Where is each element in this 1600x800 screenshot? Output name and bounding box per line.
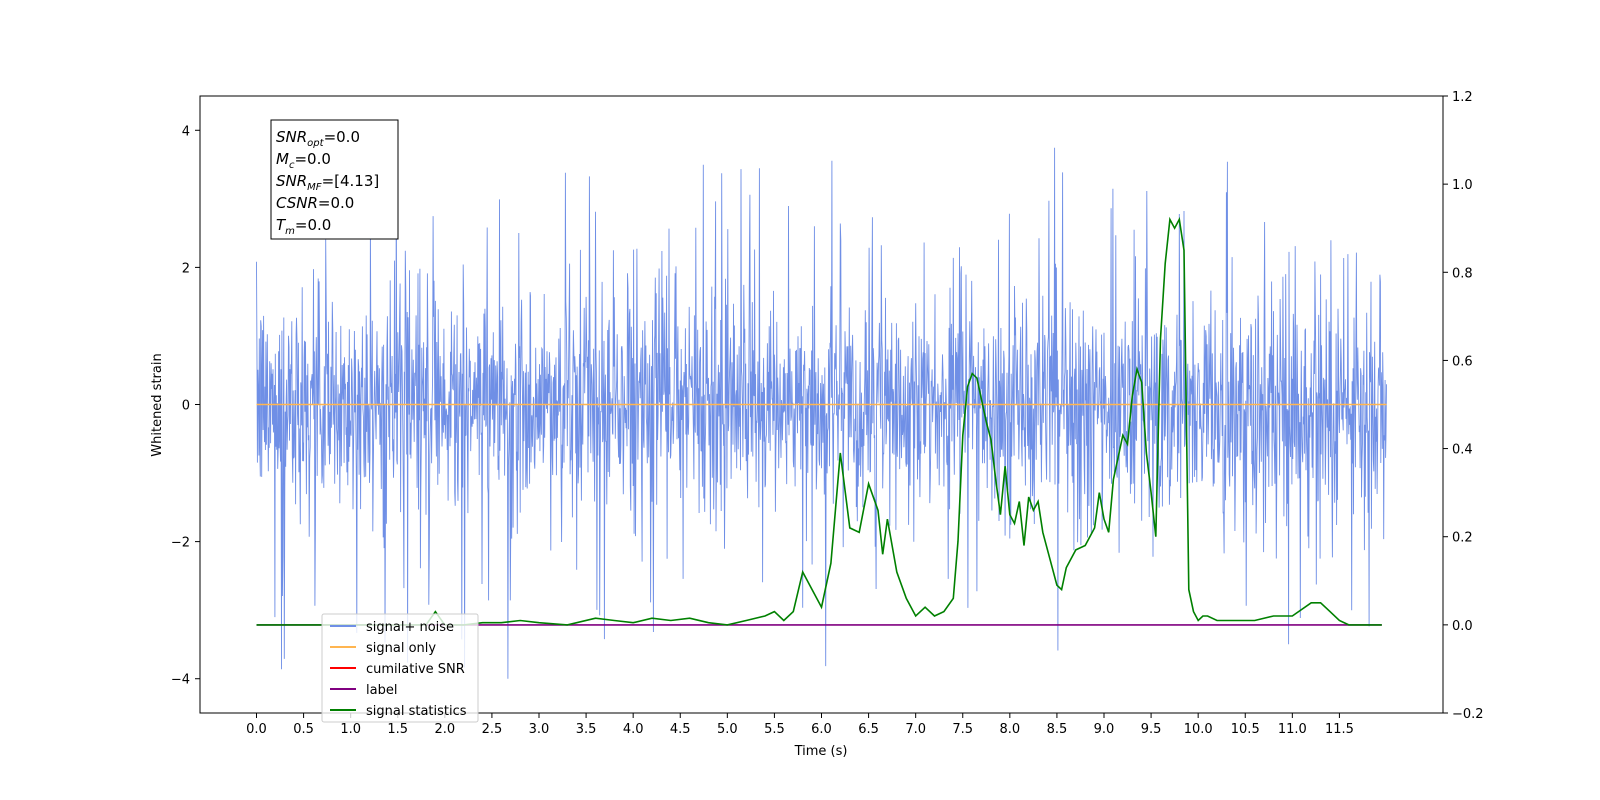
x-tick-label: 8.5 <box>1047 722 1068 737</box>
y-tick-label: 4 <box>182 124 190 139</box>
x-tick-label: 5.5 <box>764 722 785 737</box>
x-tick-label: 4.5 <box>670 722 691 737</box>
y2-tick-label: 0.8 <box>1452 266 1473 281</box>
x-tick-label: 8.0 <box>999 722 1020 737</box>
x-tick-label: 10.0 <box>1184 722 1213 737</box>
x-tick-label: 0.0 <box>246 722 267 737</box>
x-tick-label: 11.0 <box>1278 722 1307 737</box>
series-signal-statistics <box>256 216 1382 626</box>
y-axis-label: Whitened strain <box>150 353 165 456</box>
y2-tick-label: 1.0 <box>1452 178 1473 193</box>
x-axis: 0.0 0.5 1.0 1.5 2.0 2.5 3.0 3.5 4.0 4.5 5.0 5.5 6.0 6… <box>246 713 1354 737</box>
legend-item: signal+ noise <box>330 620 454 635</box>
x-tick-label: 4.0 <box>623 722 644 737</box>
legend-label: signal+ noise <box>366 620 454 635</box>
legend: signal+ noise signal only cumilative SNR la… <box>321 613 479 723</box>
stats-line: SNRopt=0.0 <box>276 128 360 149</box>
y-tick-label: 2 <box>182 261 190 276</box>
stats-box-frame <box>270 119 399 240</box>
legend-item: signal statistics <box>330 704 467 719</box>
legend-label: label <box>366 683 397 698</box>
stats-line: Mc=0.0 <box>276 150 331 171</box>
x-axis-label: Time (s) <box>794 744 848 759</box>
stats-symbol: SNR <box>276 128 307 146</box>
stats-line: CSNR=0.0 <box>276 194 354 212</box>
x-tick-label: 9.5 <box>1141 722 1162 737</box>
x-tick-label: 0.5 <box>293 722 314 737</box>
stats-line: Tm=0.0 <box>276 216 331 237</box>
stats-subscript: m <box>285 226 295 237</box>
x-tick-label: 6.5 <box>858 722 879 737</box>
x-tick-label: 6.0 <box>811 722 832 737</box>
y-tick-label: −4 <box>171 673 190 688</box>
stats-value: =0.0 <box>318 194 354 212</box>
x-tick-label: 1.5 <box>387 722 408 737</box>
stats-value: =0.0 <box>294 150 330 168</box>
y2-tick-label: 0.0 <box>1452 619 1473 634</box>
plot-area <box>256 143 1387 679</box>
y-tick-label: 0 <box>182 399 190 414</box>
stats-subscript: opt <box>307 138 324 149</box>
x-tick-label: 9.0 <box>1094 722 1115 737</box>
stats-symbol: CSNR <box>276 194 318 212</box>
legend-item: cumilative SNR <box>330 662 465 677</box>
stats-line: SNRMF=[4.13] <box>276 172 379 193</box>
legend-label: signal statistics <box>366 704 467 719</box>
legend-label: cumilative SNR <box>366 662 465 677</box>
stats-symbol: M <box>276 150 289 168</box>
stats-subscript: MF <box>307 182 322 193</box>
y-tick-label: −2 <box>171 536 190 551</box>
x-tick-label: 10.5 <box>1231 722 1260 737</box>
series-signal-noise <box>256 143 1387 679</box>
y2-tick-label: 0.6 <box>1452 354 1473 369</box>
x-tick-label: 3.5 <box>576 722 597 737</box>
y2-tick-label: 0.2 <box>1452 531 1473 546</box>
stats-symbol: T <box>276 216 287 234</box>
stats-value: =0.0 <box>295 216 331 234</box>
plot-series <box>256 143 1387 679</box>
y2-tick-label: −0.2 <box>1452 707 1484 722</box>
y-axis-right: −0.2 0.0 0.2 0.4 0.6 0.8 1.0 1.2 <box>1443 90 1484 722</box>
stats-symbol: SNR <box>276 172 307 190</box>
y-axis-left: −4 −2 0 2 4 <box>171 124 200 688</box>
x-tick-label: 7.5 <box>952 722 973 737</box>
x-tick-label: 5.0 <box>717 722 738 737</box>
stats-value: =0.0 <box>324 128 360 146</box>
x-tick-label: 7.0 <box>905 722 926 737</box>
legend-item: signal only <box>330 641 436 656</box>
y2-tick-label: 0.4 <box>1452 443 1473 458</box>
x-tick-label: 11.5 <box>1325 722 1354 737</box>
legend-item: label <box>330 683 397 698</box>
x-tick-label: 3.0 <box>529 722 550 737</box>
stats-box: SNRopt=0.0Mc=0.0SNRMF=[4.13]CSNR=0.0Tm=0… <box>270 119 399 240</box>
stats-value: =[4.13] <box>322 172 380 190</box>
y2-tick-label: 1.2 <box>1452 90 1473 105</box>
legend-frame <box>321 613 479 723</box>
x-tick-label: 1.0 <box>340 722 361 737</box>
x-tick-label: 2.5 <box>482 722 503 737</box>
legend-label: signal only <box>366 641 436 656</box>
stats-subscript: c <box>289 160 295 171</box>
x-tick-label: 2.0 <box>434 722 455 737</box>
